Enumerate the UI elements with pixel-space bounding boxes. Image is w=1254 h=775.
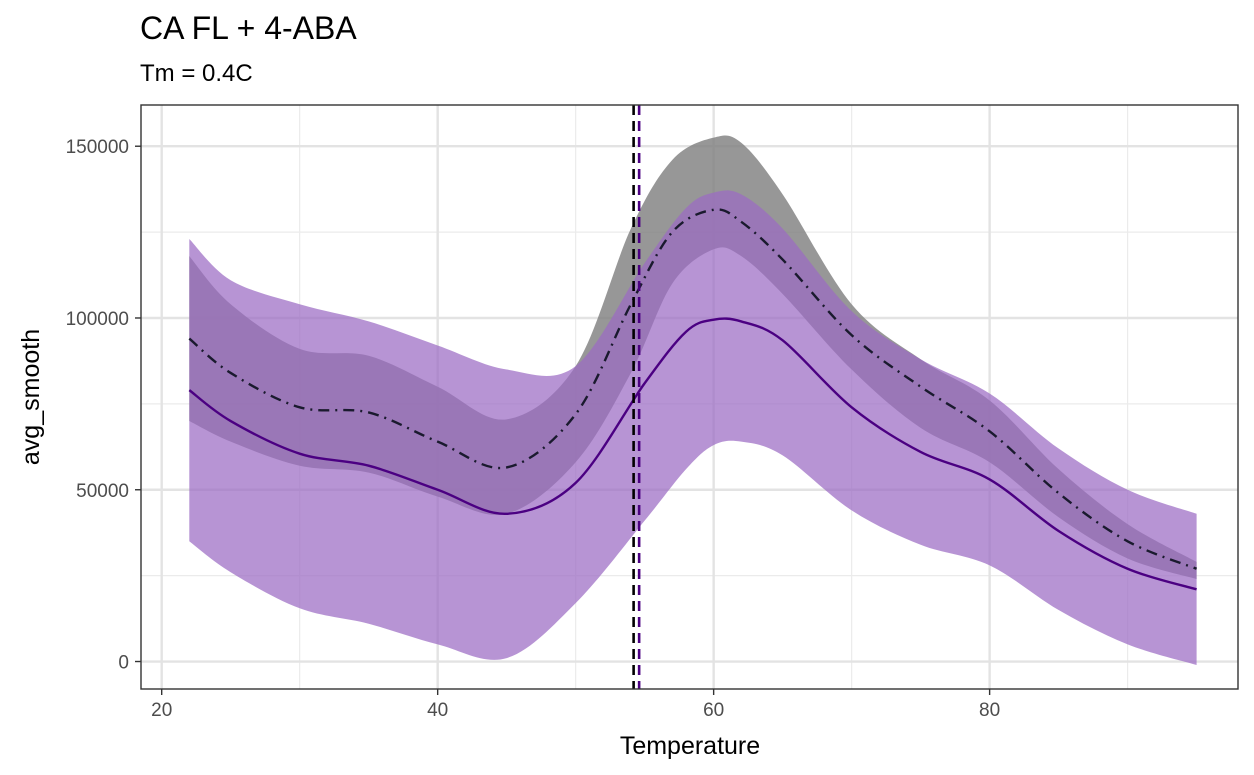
series-line-1 <box>188 208 1198 570</box>
y-tick-label: 100000 <box>66 309 129 330</box>
confidence-bands <box>189 135 1197 665</box>
x-tick-label: 60 <box>703 700 724 721</box>
x-tick-label: 40 <box>427 700 448 721</box>
chart-subtitle: Tm = 0.4C <box>140 60 253 87</box>
reference-lines <box>632 105 641 689</box>
plot-border <box>140 104 1239 690</box>
y-tick-label: 150000 <box>66 137 129 158</box>
x-axis-ticks: 20 40 60 80 <box>151 689 1000 721</box>
chart-title: CA FL + 4-ABA <box>140 10 357 46</box>
series-line-2 <box>188 317 1197 591</box>
y-tick-label: 50000 <box>76 481 129 502</box>
y-tick-label: 0 <box>118 653 129 674</box>
series-lines <box>188 208 1198 591</box>
x-tick-label: 80 <box>979 700 1000 721</box>
confidence-band-2 <box>189 190 1197 665</box>
y-axis-ticks: 0 50000 100000 150000 <box>66 137 141 674</box>
x-axis-title: Temperature <box>620 732 760 760</box>
x-tick-label: 20 <box>151 700 172 721</box>
y-axis-title: avg_smooth <box>17 329 45 465</box>
plot-frame <box>140 104 1239 690</box>
